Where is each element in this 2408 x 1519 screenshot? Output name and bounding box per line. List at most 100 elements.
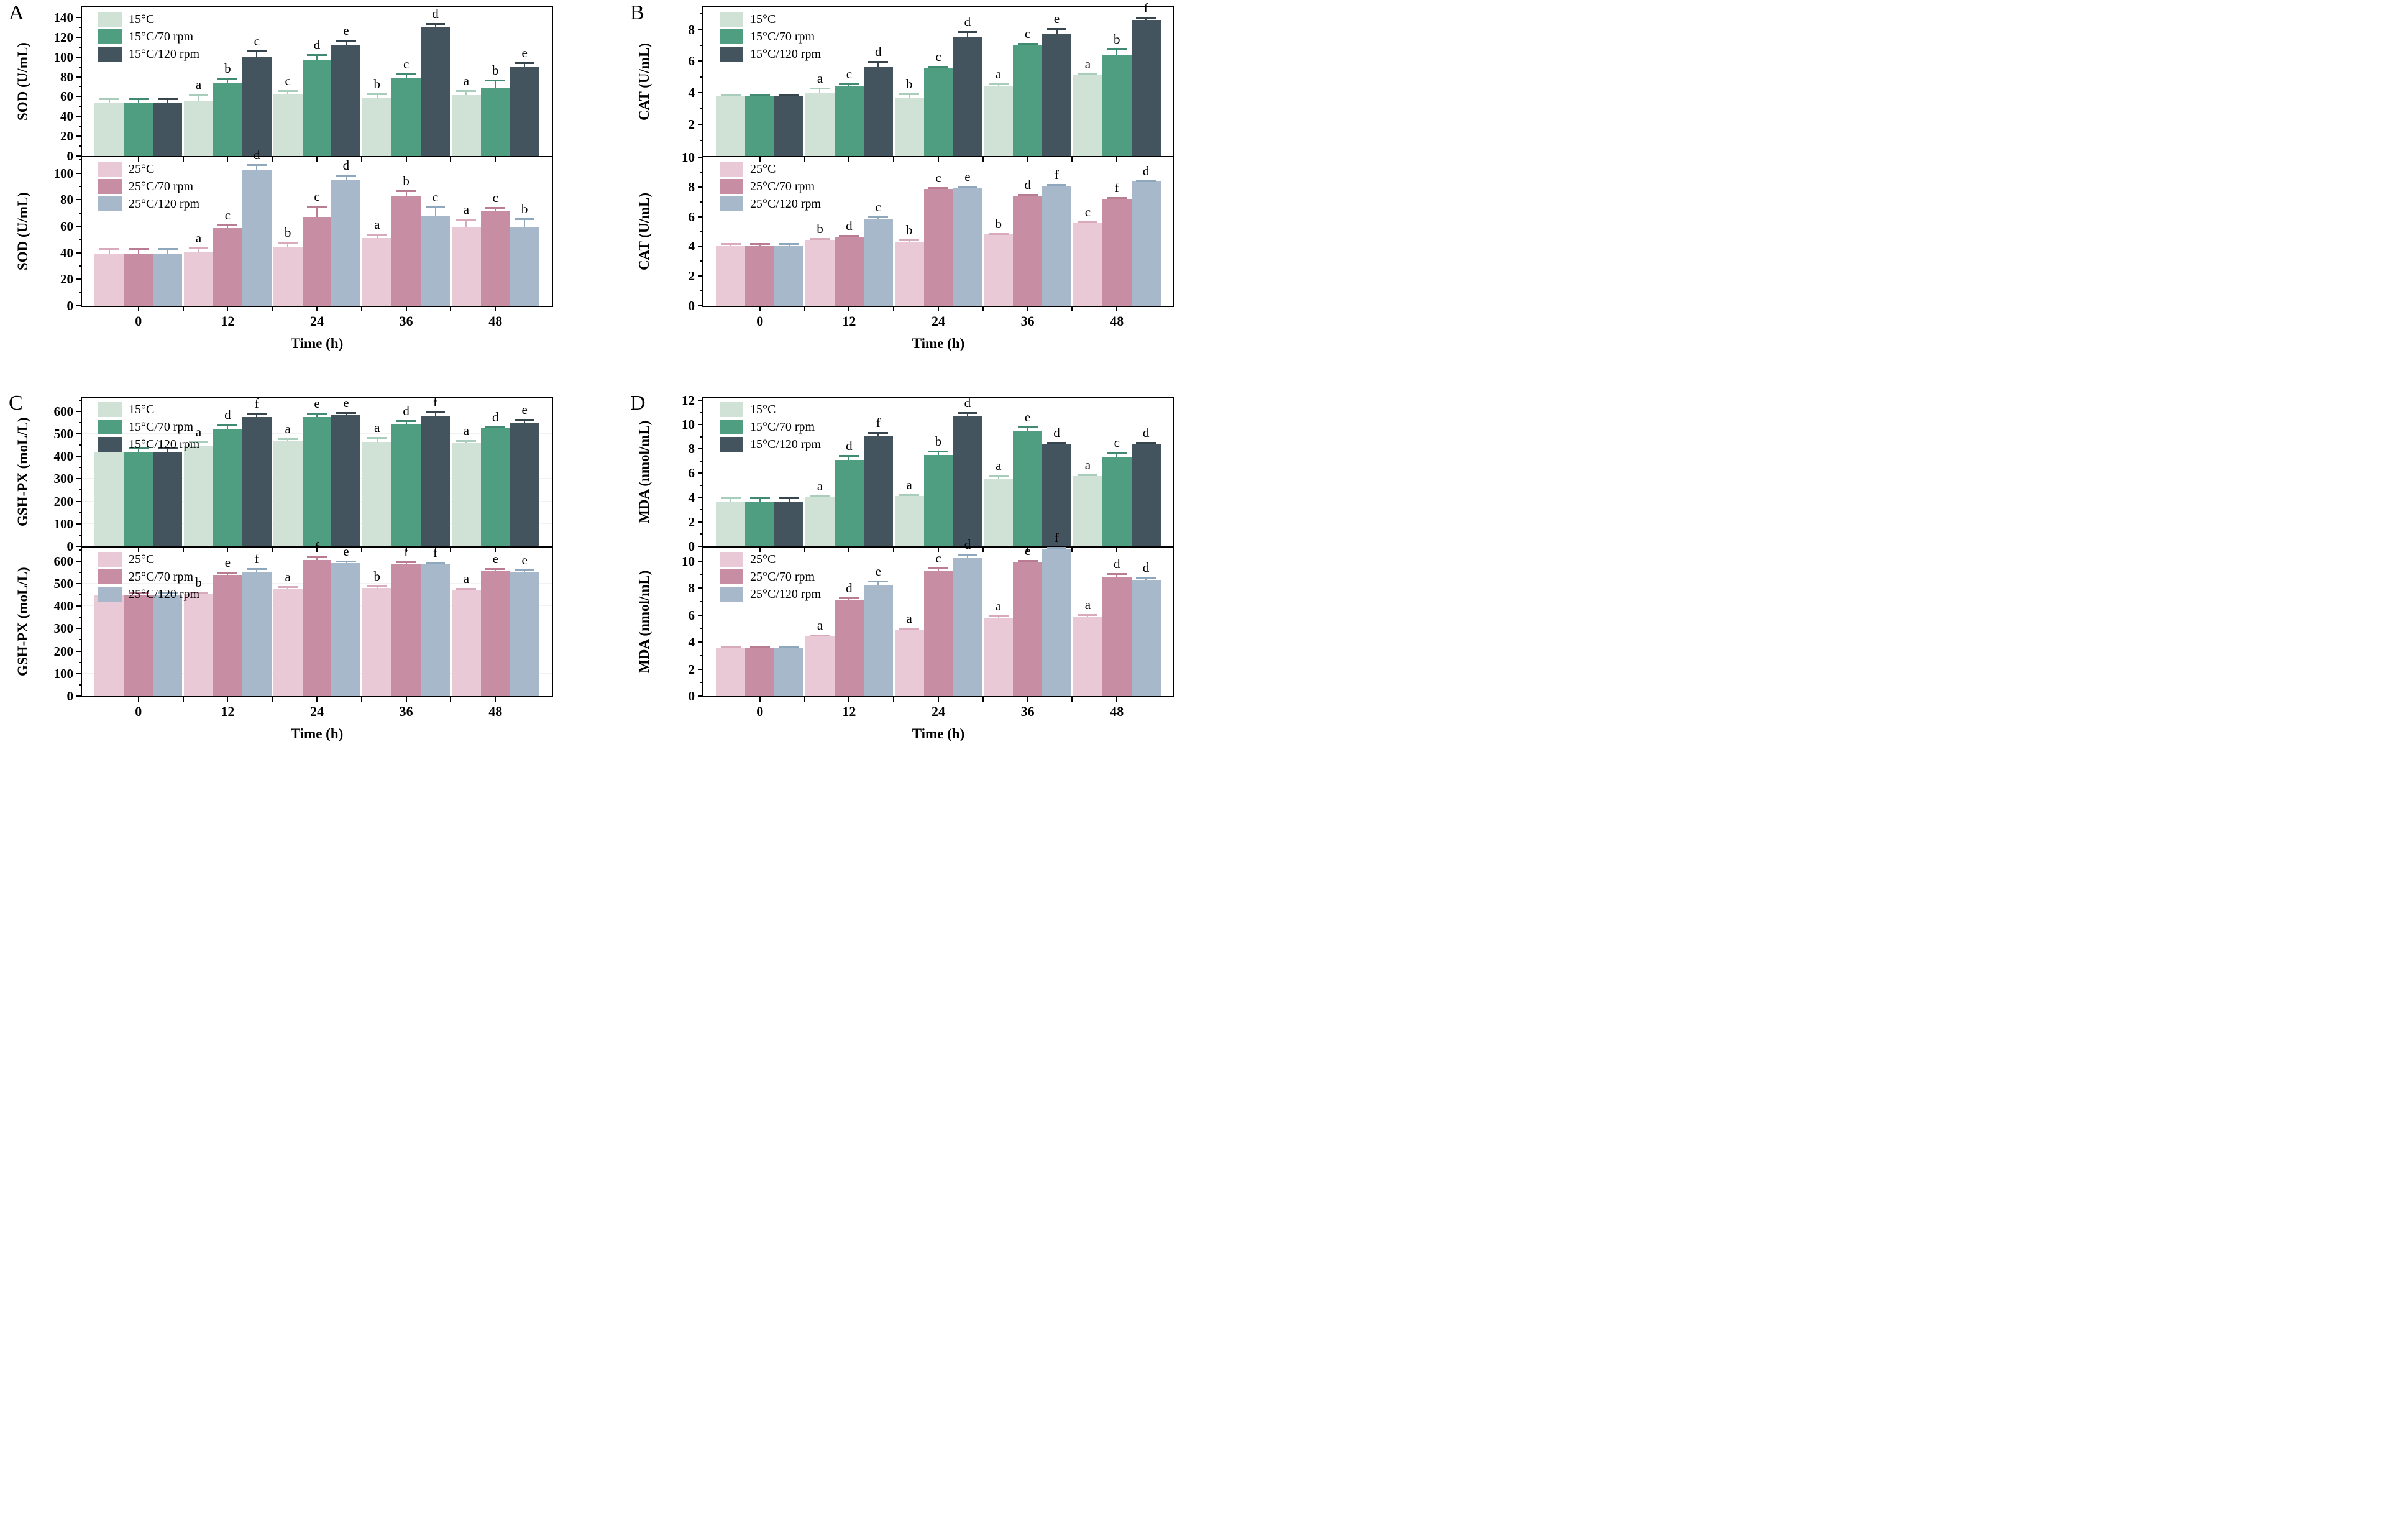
bar-15°C/120 rpm-0h: [153, 398, 183, 546]
bar-25°C/120 rpm-24h: d: [953, 538, 982, 696]
bar-25°C/70 rpm-48h: e: [480, 548, 510, 696]
bar-rect: [153, 451, 183, 546]
x-tick: [1027, 306, 1028, 311]
y-tick: [76, 546, 82, 547]
y-tick: [76, 278, 82, 280]
y-tick: [76, 96, 82, 98]
x-tick-inner: [1071, 548, 1073, 552]
x-tick-inner: [1071, 157, 1073, 162]
y-minor-tick: [79, 444, 82, 446]
x-tick-inner: [182, 548, 184, 552]
bar-group-24h: a f e: [273, 540, 361, 696]
legend-item: 25°C/70 rpm: [720, 179, 821, 194]
bar-rect: [480, 428, 510, 546]
error-bar-cap: [868, 60, 889, 63]
error-bar-cap: [128, 592, 149, 595]
bar-25°C-0h: [94, 157, 124, 306]
significance-letter: f: [254, 551, 259, 566]
x-category-label: 12: [221, 313, 235, 329]
bar-25°C-48h: c: [1073, 157, 1102, 306]
y-minor-tick: [79, 212, 82, 214]
x-tick: [893, 306, 895, 311]
y-minor-tick: [700, 682, 703, 684]
legend-swatch: [98, 402, 122, 417]
x-tick: [137, 306, 139, 311]
legend: 25°C 25°C/70 rpm 25°C/120 rpm: [720, 162, 821, 214]
bar-25°C-0h: [94, 548, 124, 696]
significance-letter: c: [492, 190, 498, 206]
y-tick-label: 600: [53, 403, 74, 419]
error-bar-cap: [336, 174, 356, 177]
bar-15°C/120 rpm-24h: d: [953, 7, 982, 156]
x-category-label: 0: [135, 313, 142, 329]
significance-letter: d: [1142, 424, 1150, 440]
bar-group-36h: a e d: [984, 398, 1071, 546]
y-minor-tick: [79, 159, 82, 161]
x-tick-inner: [982, 548, 984, 552]
significance-letter: b: [995, 216, 1002, 231]
chart-C-bottom: GSH-PX (moL/L) 0 100 200 300 400 500 600 25°C 25°…: [15, 540, 553, 719]
bar-15°C-48h: a: [1073, 7, 1102, 156]
bar-rect: [213, 575, 242, 696]
y-tick: [698, 614, 703, 616]
x-category-label: 36: [1020, 704, 1035, 719]
significance-letter: c: [314, 188, 320, 204]
y-minor-tick: [700, 436, 703, 438]
y-tick-label: 6: [688, 53, 695, 69]
panel-label-B: B: [630, 1, 644, 24]
panel-label-A: A: [9, 1, 24, 24]
bar-25°C/70 rpm-48h: f: [1102, 157, 1132, 306]
bar-rect: [362, 238, 392, 306]
bar-25°C/120 rpm-12h: f: [242, 548, 272, 696]
x-tick: [450, 306, 452, 311]
error-bar-stem: [524, 420, 526, 423]
bar-rect: [124, 254, 153, 306]
legend-label: 15°C/120 rpm: [750, 47, 822, 61]
y-minor-tick: [700, 533, 703, 535]
bar-25°C/70 rpm-0h: [745, 157, 775, 306]
y-minor-tick: [700, 600, 703, 602]
error-bar-cap: [247, 413, 267, 415]
legend: 15°C 15°C/70 rpm 15°C/120 rpm: [98, 402, 199, 454]
y-minor-tick: [79, 86, 82, 88]
error-bar-stem: [287, 90, 289, 94]
bar-25°C-36h: b: [362, 548, 392, 696]
error-bar-cap: [307, 413, 327, 415]
error-bar-cap: [307, 54, 327, 57]
bar-rect: [923, 68, 953, 156]
legend-swatch: [720, 47, 743, 62]
y-tick: [698, 448, 703, 450]
legend-item: 25°C: [98, 162, 199, 177]
bar-rect: [273, 441, 303, 546]
significance-letter: b: [403, 173, 410, 189]
error-bar-cap: [779, 94, 799, 96]
y-tick-label: 120: [53, 29, 74, 45]
bar-15°C-12h: a: [805, 398, 835, 546]
bar-rect: [451, 442, 481, 546]
bar-group-12h: b d c: [805, 157, 893, 306]
legend-label: 25°C/70 rpm: [129, 180, 194, 193]
significance-letter: d: [874, 44, 882, 59]
bar-rect: [1073, 616, 1102, 696]
legend-label: 25°C/70 rpm: [129, 570, 194, 584]
significance-letter: e: [224, 554, 231, 570]
bar-rect: [242, 571, 272, 696]
significance-letter: a: [195, 77, 202, 93]
significance-letter: e: [343, 543, 349, 559]
bar-15°C-0h: [94, 398, 124, 546]
bar-rect: [745, 246, 775, 306]
x-category-label: 24: [932, 313, 945, 329]
legend-item: 15°C/120 rpm: [720, 437, 821, 452]
error-bar-cap: [899, 628, 920, 630]
error-bar-cap: [839, 234, 859, 237]
y-tick-label: 0: [66, 298, 74, 313]
bar-rect: [421, 216, 450, 306]
bar-rect: [1131, 181, 1161, 306]
error-bar-cap: [396, 190, 416, 193]
significance-letter: d: [846, 438, 853, 454]
error-bar-stem: [434, 23, 436, 27]
legend-swatch: [720, 420, 743, 434]
legend-item: 25°C: [98, 552, 199, 567]
bar-group-36h: b f f: [362, 545, 450, 696]
bar-group-0h: [716, 7, 804, 156]
